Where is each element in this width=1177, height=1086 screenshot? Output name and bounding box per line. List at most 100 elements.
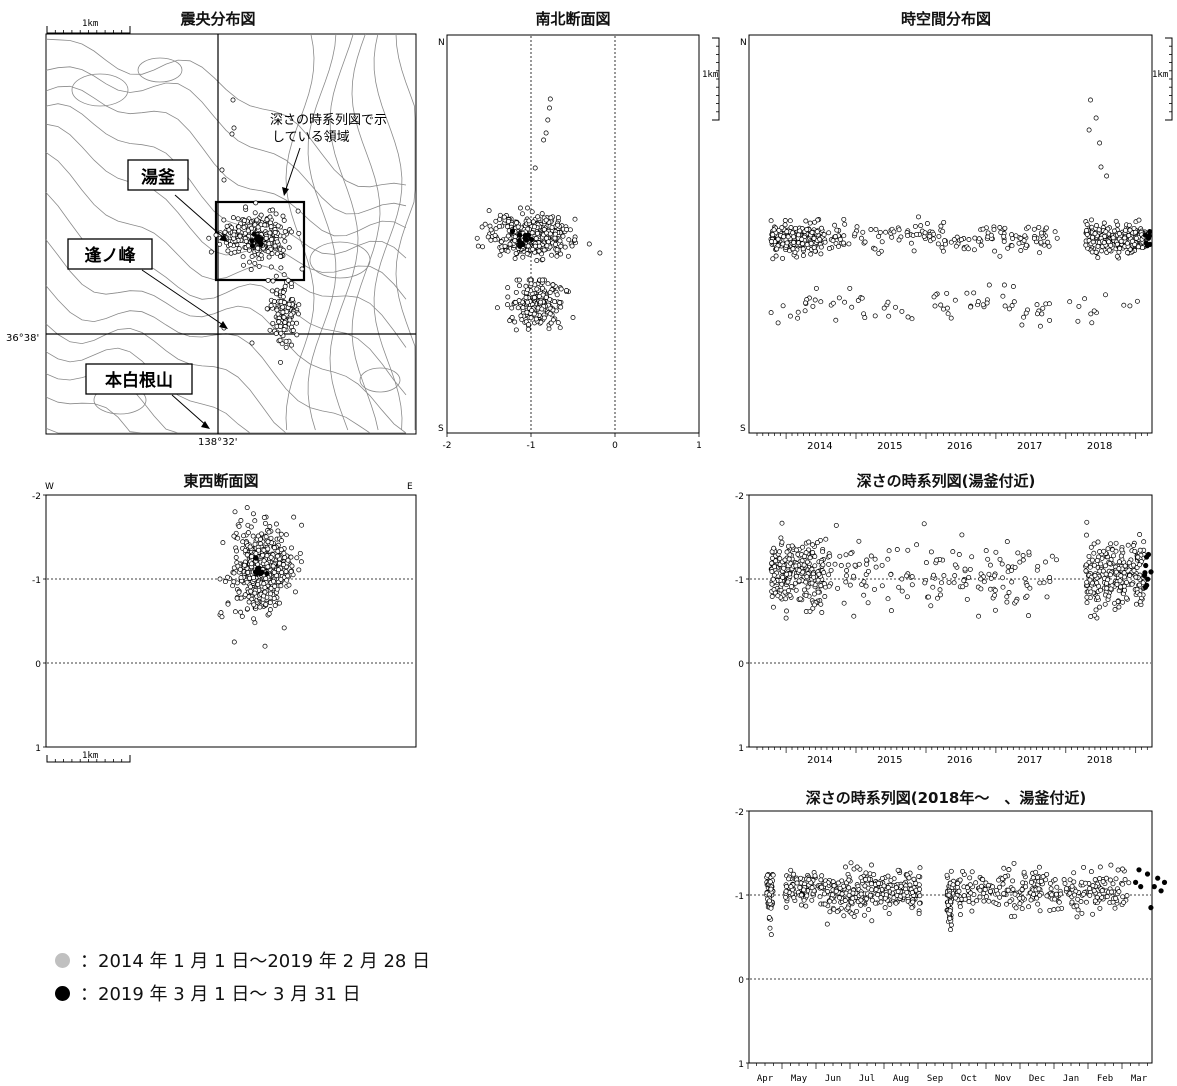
depth2018-event	[967, 882, 973, 888]
depth-event	[992, 573, 997, 579]
spacetime-event	[832, 234, 838, 240]
depth-event	[1054, 557, 1059, 563]
depth2018-event	[850, 890, 856, 896]
depth-event	[1004, 594, 1010, 600]
spacetime-event	[1121, 302, 1127, 308]
ns-hypocenter-recent	[516, 238, 522, 244]
spacetime-event	[1118, 238, 1124, 244]
depth2018-event	[1092, 898, 1098, 904]
ns-hypocenter	[541, 137, 547, 143]
depth2018-event	[1081, 891, 1086, 897]
depth2018-event	[893, 900, 899, 906]
depth2018-event	[997, 884, 1003, 890]
ns-hypocenter	[541, 247, 547, 253]
depth-event	[785, 579, 791, 585]
ew-hypocenter	[261, 558, 267, 564]
ns-hypocenter	[560, 233, 566, 239]
ew-hypocenter	[232, 609, 238, 615]
depth-event	[863, 583, 869, 589]
spacetime-event-recent	[1147, 229, 1153, 235]
depth2018-event	[1113, 876, 1119, 882]
depth-event	[821, 581, 827, 587]
spacetime-event	[1094, 223, 1099, 228]
spacetime-event	[1001, 239, 1007, 244]
ew-hypocenter	[249, 561, 255, 567]
depth2018-event	[819, 873, 825, 879]
depth-event	[1041, 580, 1047, 586]
spacetime-event	[826, 246, 832, 251]
ns-hypocenter	[572, 237, 578, 243]
map-epicenter	[208, 249, 214, 255]
depth2018-event	[1037, 908, 1043, 914]
ns-hypocenter	[523, 295, 529, 300]
spacetime-event	[1101, 220, 1107, 226]
spacetime-event	[1125, 250, 1130, 256]
map-epicenter	[206, 235, 212, 241]
ew-hypocenter	[283, 532, 289, 538]
ns-hypocenter	[515, 224, 521, 230]
depth-event	[1091, 550, 1097, 556]
depth2018-event	[843, 864, 848, 870]
depth-event	[1095, 594, 1101, 600]
map-epicenter	[289, 229, 294, 235]
depth-event	[861, 592, 867, 598]
depth-event	[779, 520, 785, 526]
region-note-line1: 深さの時系列図で示	[270, 113, 387, 128]
depth2018-event	[862, 883, 868, 889]
depth-event	[826, 561, 832, 567]
depth2018-event	[982, 887, 988, 892]
ns-hypocenter	[507, 241, 513, 247]
spacetime-event	[1093, 249, 1099, 255]
depth-event	[1083, 568, 1089, 574]
depth2018-event	[1044, 871, 1050, 877]
map-epicenter	[272, 243, 278, 249]
depth2018-event	[770, 872, 776, 878]
spacetime-event	[980, 226, 986, 232]
depth2018-event	[1056, 899, 1062, 905]
ew-hypocenter	[233, 555, 239, 560]
ns-hypocenter	[497, 252, 503, 258]
ew-hypocenter	[231, 533, 237, 539]
depth-event-recent	[1145, 576, 1151, 582]
spacetime-event	[1076, 303, 1082, 309]
spacetime-event	[935, 241, 941, 247]
ew-hypocenter	[282, 555, 288, 560]
ns-x-tick-label: -2	[443, 441, 452, 451]
ns-hypocenter	[524, 309, 530, 315]
spacetime-event	[776, 227, 782, 233]
depth-event	[786, 556, 792, 562]
depth-event	[1117, 578, 1123, 584]
depth-event	[896, 584, 902, 590]
spacetime-event	[1116, 231, 1122, 237]
ew-hypocenter	[279, 538, 284, 544]
spacetime-event	[792, 249, 798, 255]
depth2018-event	[969, 908, 975, 914]
depth-event	[793, 573, 799, 579]
depth2018-event	[1012, 891, 1018, 897]
contour-line	[373, 33, 403, 431]
spacetime-event	[883, 229, 889, 235]
map-epicenter	[295, 311, 301, 317]
map-epicenter	[280, 247, 286, 253]
depth-event	[835, 585, 841, 591]
spacetime-event	[1039, 311, 1045, 317]
depth-event	[1091, 562, 1097, 568]
ew-hypocenter	[276, 567, 281, 573]
depth-event	[1120, 599, 1126, 605]
ew-hypocenter	[239, 613, 245, 619]
spacetime-event	[847, 285, 853, 291]
map-epicenter	[276, 319, 282, 325]
spacetime-event	[1019, 322, 1025, 328]
month-label: Jun	[825, 1074, 841, 1084]
depth-event	[963, 582, 969, 588]
spacetime-event	[1043, 225, 1049, 231]
spacetime-event	[945, 311, 951, 317]
spacetime-event	[976, 236, 982, 242]
depth-event	[967, 566, 973, 572]
depth-event	[1093, 607, 1099, 613]
spacetime-event	[911, 248, 917, 254]
depth2018-event-recent	[1155, 875, 1161, 881]
spacetime-event	[1002, 225, 1008, 231]
depth2018-event	[885, 885, 891, 890]
ns-hypocenter	[566, 237, 572, 243]
